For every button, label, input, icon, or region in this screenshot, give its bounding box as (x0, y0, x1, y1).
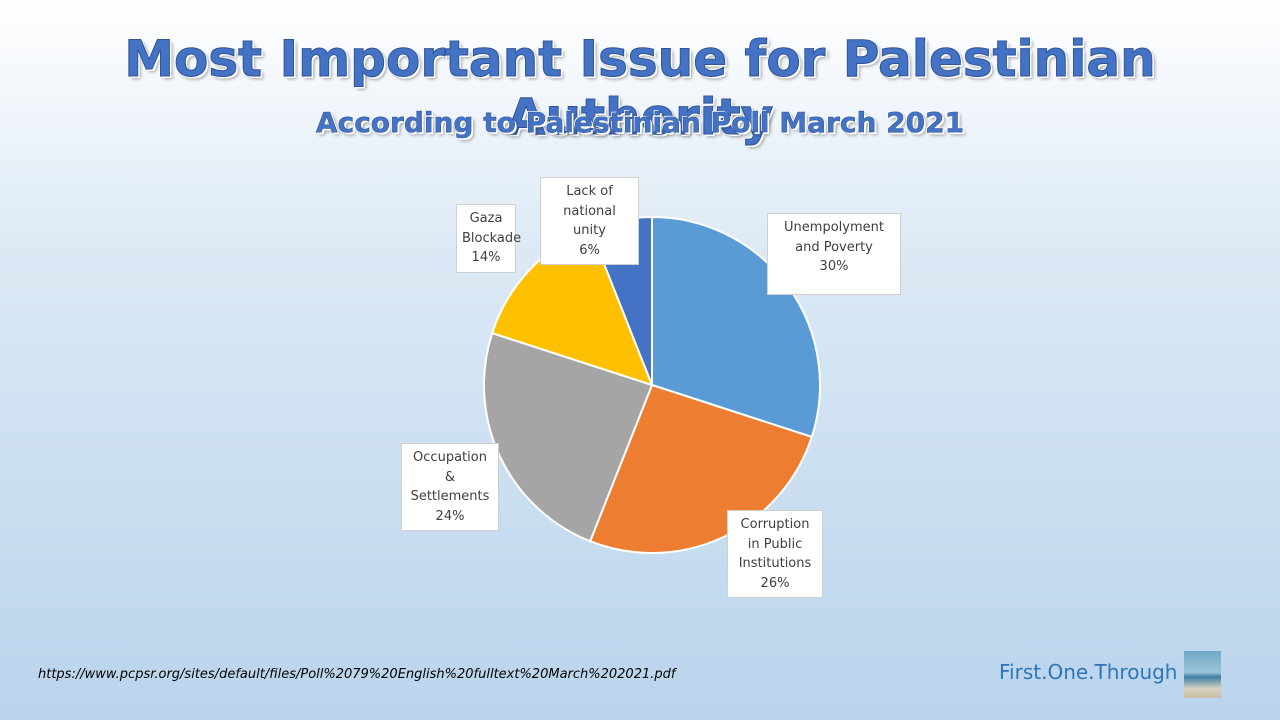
data-label: Unempolyment and Poverty 30% (767, 213, 901, 295)
pie-slice (483, 331, 654, 543)
data-label: Gaza Blockade 14% (456, 204, 522, 273)
logo-image (1184, 651, 1221, 698)
label-value: 14% (471, 250, 501, 265)
label-category: Unempolyment and Poverty (784, 220, 884, 255)
label-category: Occupation & Settlements (410, 450, 490, 504)
label-category: Lack of national unity (563, 184, 616, 238)
label-value: 24% (435, 508, 465, 524)
label-category: Gaza Blockade (462, 211, 522, 246)
data-label: Corruption in Public Institutions 26% (727, 510, 823, 598)
chart-subtitle: According to Palestinian Poll March 2021 (315, 106, 965, 140)
source-link: https://www.pcpsr.org/sites/default/file… (38, 667, 676, 682)
label-value: 30% (819, 259, 849, 274)
label-category: Corruption in Public Institutions (738, 517, 812, 571)
data-label: Lack of national unity 6% (540, 177, 639, 265)
branding: First.One.Through (999, 660, 1178, 684)
chart-title: Most Important Issue for Palestinian Aut… (124, 30, 1156, 147)
data-label: Occupation & Settlements 24% (401, 443, 499, 531)
label-value: 6% (579, 242, 600, 258)
label-value: 26% (760, 575, 790, 591)
